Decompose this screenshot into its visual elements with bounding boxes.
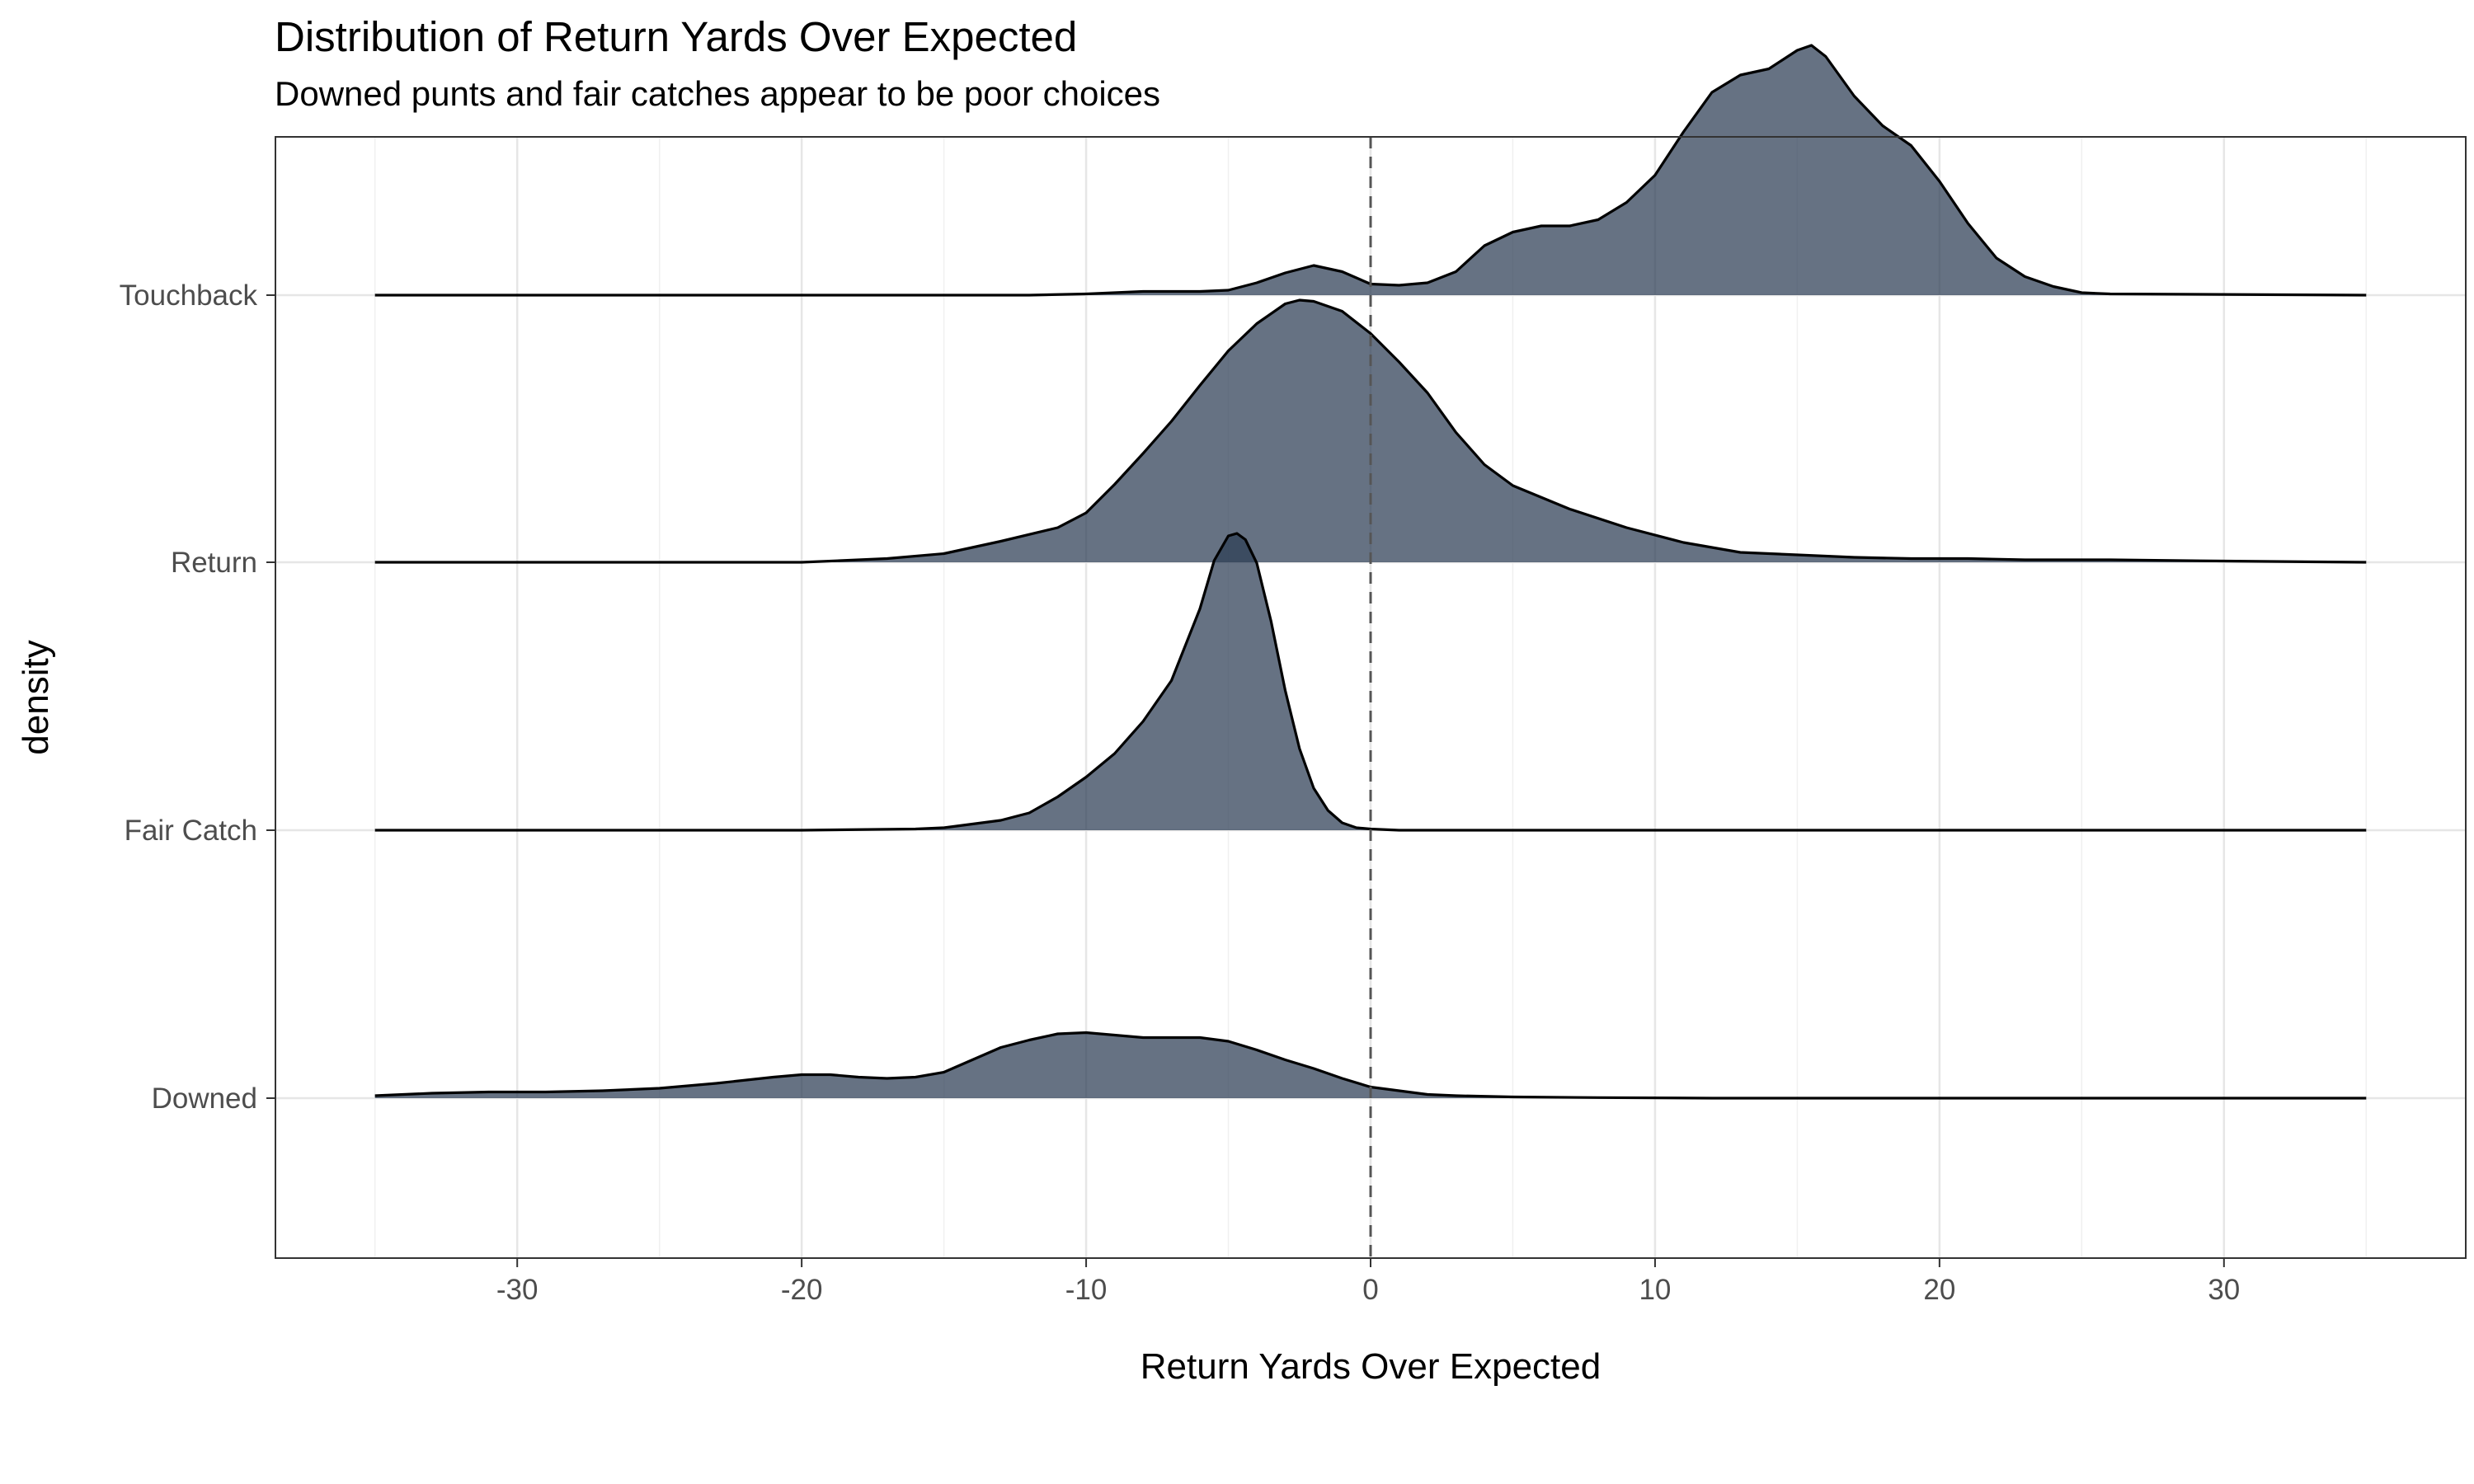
x-tick-label: -20 xyxy=(781,1274,823,1306)
ridge-downed xyxy=(374,1031,2367,1100)
ridge-outline xyxy=(374,298,2367,564)
y-tick-label: Fair Catch xyxy=(125,815,257,847)
y-axis-title: density xyxy=(16,640,56,755)
ridge-touchback xyxy=(374,44,2367,297)
ridge-return xyxy=(374,298,2367,564)
y-tick-label: Return xyxy=(171,547,257,579)
chart-subtitle: Downed punts and fair catches appear to … xyxy=(275,74,1161,113)
x-axis-title: Return Yards Over Expected xyxy=(1140,1346,1602,1387)
x-tick-label: 30 xyxy=(2208,1274,2240,1306)
ridge-outline xyxy=(374,44,2367,297)
chart-title: Distribution of Return Yards Over Expect… xyxy=(275,13,1078,60)
ridge-outline xyxy=(374,532,2367,832)
density-ridges xyxy=(374,44,2367,1100)
x-tick-label: -10 xyxy=(1065,1274,1108,1306)
ridge-area xyxy=(374,300,2367,562)
ridge-area xyxy=(374,1032,2367,1098)
y-tick-label: Downed xyxy=(152,1082,257,1115)
axes: -30 -20 -10 0 10 20 30 Downed Fair Catch Return To… xyxy=(120,279,2241,1306)
ridge-outline xyxy=(374,1031,2367,1100)
x-tick-label: -30 xyxy=(496,1274,539,1306)
x-tick-label: 0 xyxy=(1362,1274,1378,1306)
y-tick-label: Touchback xyxy=(120,279,258,312)
x-tick-label: 10 xyxy=(1639,1274,1671,1306)
x-tick-label: 20 xyxy=(1923,1274,1955,1306)
ridge-fair-catch xyxy=(374,532,2367,832)
ridge-area xyxy=(374,45,2367,295)
